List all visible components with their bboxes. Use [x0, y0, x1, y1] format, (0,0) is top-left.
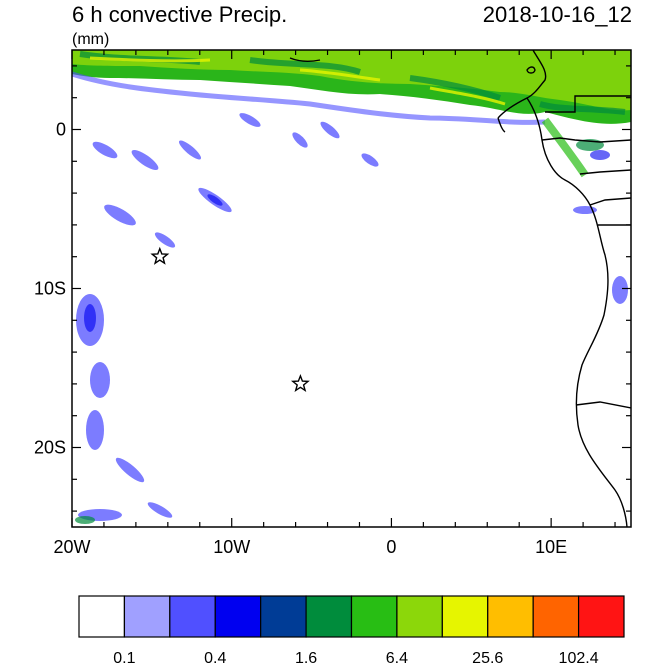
- star-marker-2: [290, 373, 310, 393]
- lat-tick-label: 0: [56, 120, 66, 140]
- lon-tick-label: 20W: [53, 537, 90, 557]
- colorbar-label: 25.6: [472, 650, 503, 667]
- lon-tick-label: 10E: [535, 537, 567, 557]
- colorbar-box: [532, 595, 580, 638]
- coastline: [289, 50, 631, 527]
- colorbar-box: [487, 595, 534, 638]
- colorbar-box: [169, 595, 216, 638]
- colorbar-labels: 0.1 0.4 1.6 6.4 25.6 102.4: [113, 650, 598, 667]
- lat-tick-label: 10S: [34, 279, 66, 299]
- colorbar-box: [123, 595, 171, 638]
- colorbar-label: 0.1: [113, 650, 135, 667]
- precip-field: [72, 50, 631, 527]
- colorbar-box: [350, 595, 398, 638]
- colorbar-label: 1.6: [295, 650, 317, 667]
- map-date: 2018-10-16_12: [483, 2, 632, 27]
- lon-tick-label: 10W: [213, 537, 250, 557]
- colorbar-box: [396, 595, 443, 638]
- colorbar-box: [78, 595, 126, 638]
- map-area: 0 10S 20S 20W 10W 0 10E: [34, 49, 632, 558]
- colorbar-box: [441, 595, 489, 638]
- lon-tick-label: 0: [386, 537, 396, 557]
- colorbar-box: [305, 595, 353, 638]
- star-marker-1: [150, 246, 170, 265]
- colorbar-box: [260, 595, 307, 638]
- units-label: (mm): [72, 31, 109, 48]
- colorbar-box: [577, 595, 625, 638]
- colorbar-label: 102.4: [559, 650, 599, 667]
- axis-ticks: [71, 50, 631, 527]
- colorbar-box: [214, 595, 262, 638]
- map-title: 6 h convective Precip.: [72, 2, 287, 27]
- colorbar: [78, 595, 625, 638]
- colorbar-label: 6.4: [386, 650, 408, 667]
- lat-tick-label: 20S: [34, 438, 66, 458]
- colorbar-label: 0.4: [204, 650, 226, 667]
- markers-layer: [150, 246, 310, 393]
- axis-labels: 0 10S 20S 20W 10W 0 10E: [34, 120, 567, 558]
